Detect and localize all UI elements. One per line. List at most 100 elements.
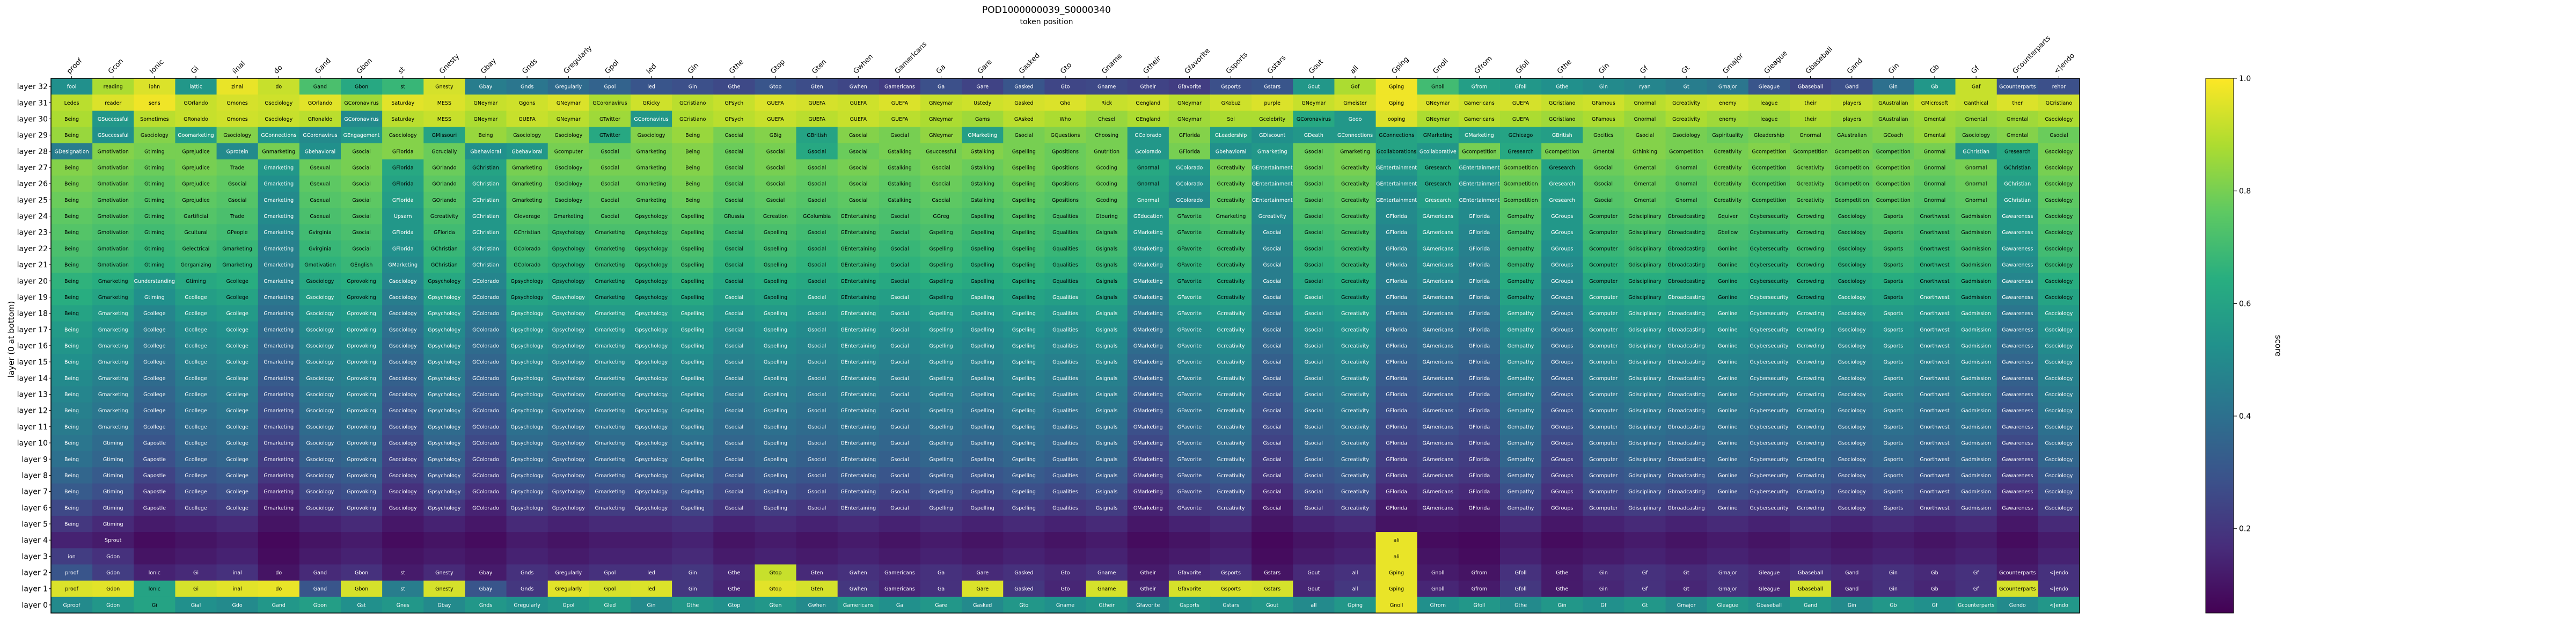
heatmap-cell-label: Gname bbox=[1097, 586, 1116, 592]
x-tick-label: Gsports bbox=[1225, 51, 1249, 76]
heatmap-cell bbox=[796, 94, 838, 111]
heatmap-cell-label: GUEFA bbox=[518, 116, 536, 122]
x-tick-label: Gto bbox=[1059, 61, 1073, 76]
heatmap-cell-label: Gten bbox=[811, 570, 823, 576]
heatmap-cell bbox=[631, 192, 672, 208]
heatmap-cell-label: Gcreativity bbox=[430, 214, 458, 220]
heatmap-cell-label: GMarketing bbox=[1465, 133, 1494, 138]
heatmap-cell-label: Gsociology bbox=[306, 505, 334, 511]
heatmap-cell-label: Gawareness bbox=[2002, 408, 2033, 414]
heatmap-cell-label: Gpsychology bbox=[552, 279, 586, 285]
heatmap-cell bbox=[755, 94, 797, 111]
heatmap-cell-label: Sol bbox=[1227, 116, 1234, 122]
heatmap-cell-label: GCoronavirus bbox=[303, 133, 337, 138]
heatmap-cell bbox=[755, 159, 797, 176]
heatmap-cell-label: Gbaseball bbox=[1798, 84, 1823, 90]
heatmap-cell-label: Gqualities bbox=[1052, 327, 1078, 333]
heatmap-cell-label: Gcollege bbox=[185, 327, 207, 333]
heatmap-cell-label: Gsocial bbox=[725, 311, 743, 317]
heatmap-cell-label: GNeymar bbox=[474, 100, 498, 106]
heatmap-cell-label: GEntertaining bbox=[840, 311, 876, 317]
heatmap-cell-label: Gpositions bbox=[1052, 198, 1079, 203]
heatmap-cell bbox=[547, 208, 590, 225]
heatmap-cell-label: GGroups bbox=[1551, 489, 1573, 495]
heatmap-cell bbox=[1003, 192, 1045, 208]
heatmap-cell bbox=[1127, 176, 1169, 192]
heatmap-cell bbox=[1044, 78, 1087, 95]
heatmap-cell bbox=[1583, 532, 1624, 549]
heatmap-cell-label: Gbroadcasting bbox=[1668, 392, 1705, 398]
heatmap-cell-label: ther bbox=[2012, 100, 2023, 106]
heatmap-cell-label: Gnds bbox=[479, 602, 492, 608]
heatmap-cell bbox=[1375, 111, 1418, 128]
heatmap-cell-label: Ledes bbox=[64, 100, 79, 106]
heatmap-cell-label: Gsociology bbox=[1838, 505, 1866, 511]
heatmap-cell-label: GTwitter bbox=[599, 133, 620, 138]
heatmap-cell-label: Being bbox=[685, 149, 700, 155]
heatmap-cell bbox=[216, 94, 259, 111]
heatmap-cell-label: Gmental bbox=[1924, 133, 1946, 138]
heatmap-cell bbox=[1127, 94, 1169, 111]
heatmap-cell-label: Being bbox=[685, 133, 700, 138]
heatmap-cell-label: Gsocial bbox=[1263, 327, 1281, 333]
heatmap-cell-label: Gcounterparts bbox=[1999, 586, 2036, 592]
heatmap-cell-label: do bbox=[275, 586, 282, 592]
heatmap-cell-label: Gmarketing bbox=[264, 279, 294, 285]
heatmap-cell-label: GColorado bbox=[472, 279, 499, 285]
heatmap-cell bbox=[796, 192, 838, 208]
heatmap-cell-label: GGreg bbox=[933, 214, 949, 220]
heatmap-cell bbox=[755, 548, 797, 565]
heatmap-cell-label: Gsports bbox=[1221, 570, 1241, 576]
heatmap-cell-label: Gsocial bbox=[890, 327, 909, 333]
heatmap-cell-label: lonic bbox=[149, 570, 160, 576]
heatmap-cell bbox=[1293, 94, 1335, 111]
heatmap-cell-label: GGroups bbox=[1551, 505, 1573, 511]
heatmap-cell bbox=[506, 94, 548, 111]
heatmap-cell-label: Gmarketing bbox=[98, 279, 128, 285]
heatmap-cell-label: GAmericans bbox=[1423, 230, 1454, 236]
heatmap-cell-label: Gmarketing bbox=[98, 344, 128, 349]
heatmap-cell-label: GFlorida bbox=[1469, 327, 1490, 333]
heatmap-cell bbox=[1624, 176, 1666, 192]
heatmap-cell-label: Gcreativity bbox=[1217, 376, 1245, 382]
heatmap-cell-label: GMarketing bbox=[1133, 262, 1163, 268]
heatmap-cell-label: Being bbox=[64, 214, 79, 220]
heatmap-cell-label: GGroups bbox=[1551, 327, 1573, 333]
heatmap-cell-label: Gstars bbox=[1223, 602, 1239, 608]
heatmap-cell-label: Gtiming bbox=[103, 489, 123, 495]
heatmap-cell bbox=[1831, 548, 1873, 565]
heatmap-cell-label: Gsociology bbox=[1838, 262, 1866, 268]
heatmap-cell-label: Gasked bbox=[1014, 100, 1033, 106]
heatmap-cell bbox=[423, 515, 465, 533]
heatmap-cell-label: GFlorida bbox=[1469, 408, 1490, 414]
heatmap-cell bbox=[341, 515, 383, 533]
heatmap-cell-label: Gtouring bbox=[1095, 214, 1118, 220]
heatmap-cell bbox=[1417, 78, 1459, 95]
heatmap-cell-label: GCristiano bbox=[679, 116, 706, 122]
heatmap-cell-label: Gqualities bbox=[1052, 262, 1078, 268]
heatmap-cell-label: GCristiano bbox=[2046, 100, 2073, 106]
heatmap-cell bbox=[1790, 548, 1832, 565]
heatmap-cell bbox=[1293, 176, 1335, 192]
heatmap-cell-label: Gcrowding bbox=[1797, 295, 1824, 301]
heatmap-cell-label: Gqualities bbox=[1052, 408, 1078, 414]
heatmap-cell-label: Gi bbox=[193, 570, 199, 576]
heatmap-cell-label: Gcybersecurity bbox=[1750, 505, 1788, 511]
heatmap-cell bbox=[837, 208, 880, 225]
heatmap-cell-label: Gleague bbox=[1759, 570, 1780, 576]
heatmap-cell-label: Gqualities bbox=[1052, 295, 1078, 301]
heatmap-cell-label: GNeymar bbox=[929, 116, 953, 122]
heatmap-cell-label: GColorado bbox=[1176, 165, 1203, 171]
heatmap-cell-label: GColorado bbox=[472, 327, 499, 333]
heatmap-cell-label: Gqualities bbox=[1052, 505, 1078, 511]
heatmap-cell bbox=[547, 548, 590, 565]
heatmap-cell bbox=[755, 111, 797, 128]
heatmap-cell bbox=[879, 176, 921, 192]
heatmap-cell-label: Gbon bbox=[355, 570, 368, 576]
heatmap-cell-label: GGroups bbox=[1551, 279, 1573, 285]
heatmap-cell-label: Gcreativity bbox=[1341, 408, 1369, 414]
heatmap-cell-label: Gsociology bbox=[2045, 473, 2073, 479]
heatmap-cell-label: GColorado bbox=[472, 505, 499, 511]
heatmap-cell bbox=[423, 532, 465, 549]
heatmap-cell-label: GMarketing bbox=[1133, 424, 1163, 430]
